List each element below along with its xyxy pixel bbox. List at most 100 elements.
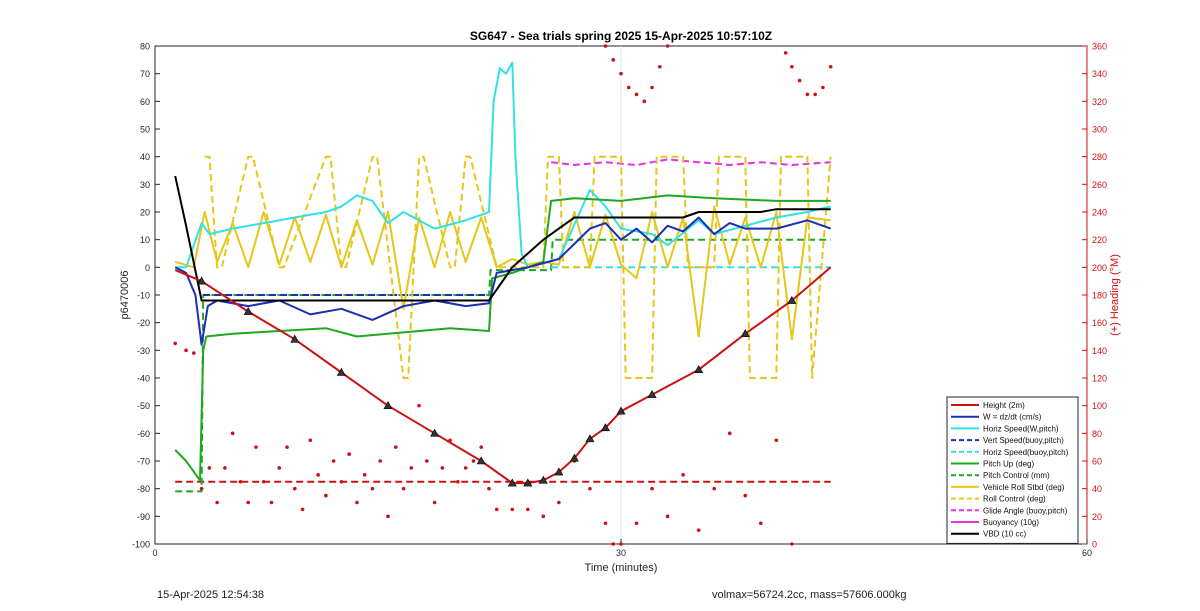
y-left-tick-label-17: 70 (140, 69, 150, 79)
height-marker-17 (694, 365, 704, 373)
series-heading-point-2 (192, 351, 196, 355)
series-heading-point-48 (603, 521, 608, 526)
x-tick-label-1: 30 (616, 548, 626, 558)
height-marker-5 (383, 401, 393, 409)
series-heading-point-23 (355, 500, 359, 505)
series-heading-point-55 (696, 528, 701, 532)
series-heading-point-34 (440, 466, 445, 470)
y-right-tick-label-13: 260 (1092, 180, 1107, 190)
series-heading-point-56 (712, 486, 716, 491)
y-right-tick-label-1: 20 (1092, 512, 1102, 522)
series-heading-point-15 (293, 486, 297, 491)
series-heading-point-20 (331, 459, 336, 463)
y-left-tick-label-11: 10 (140, 235, 150, 245)
y-left-tick-label-10: 0 (145, 263, 150, 273)
series-roll-line (174, 205, 831, 341)
series-heading-point-35 (448, 438, 452, 443)
series-heading_late-point-10 (790, 64, 794, 69)
series-pitch_up-line (174, 194, 831, 482)
y-left-tick-label-7: -30 (137, 346, 150, 356)
y-right-tick-label-18: 360 (1092, 42, 1107, 52)
height-marker-18 (740, 329, 750, 338)
y-left-tick-label-15: 50 (140, 125, 150, 135)
legend-label-2: Horiz Speed(W,pitch) (983, 424, 1059, 433)
y-right-tick-label-12: 240 (1092, 208, 1107, 218)
y-right-tick-label-17: 340 (1092, 69, 1107, 79)
series-heading-point-9 (246, 500, 250, 505)
series-heading-point-16 (300, 507, 305, 512)
series-heading-point-57 (727, 431, 732, 436)
series-horiz_speed-line (175, 61, 831, 269)
y-axis-label-right: (+) Heading (°M) (1109, 254, 1121, 336)
series-heading-point-14 (285, 445, 289, 449)
height-marker-10 (538, 475, 548, 484)
series-roll_control-line (204, 155, 832, 379)
height-marker-19 (787, 295, 797, 304)
footer-info: volmax=56724.2cc, mass=57606.000kg (712, 589, 907, 601)
height-marker-6 (430, 428, 440, 437)
series-heading-point-19 (324, 493, 328, 498)
x-tick-label-2: 60 (1082, 548, 1092, 558)
series-heading-point-59 (759, 521, 763, 526)
series-heading-point-42 (510, 507, 515, 512)
series-pitch_control-line (175, 238, 831, 493)
legend-label-7: Vehicle Roll Stbd (deg) (983, 483, 1065, 492)
series-heading_late-point-8 (665, 44, 670, 48)
y-right-tick-label-3: 60 (1092, 457, 1102, 467)
series-heading-point-6 (223, 466, 227, 470)
y-right-tick-label-15: 300 (1092, 125, 1107, 135)
series-heading-point-36 (456, 479, 460, 484)
series-heading-point-21 (339, 479, 344, 484)
height-marker-3 (290, 334, 300, 343)
y-left-tick-label-1: -90 (137, 512, 150, 522)
series-heading-point-32 (425, 459, 429, 463)
y-left-tick-label-14: 40 (140, 152, 150, 162)
y-right-tick-label-16: 320 (1092, 97, 1107, 107)
y-right-tick-label-14: 280 (1092, 152, 1107, 162)
series-heading-point-58 (743, 493, 748, 498)
series-heading_late-point-6 (650, 85, 654, 90)
y-right-tick-label-8: 160 (1092, 318, 1107, 328)
series-heading-point-49 (611, 542, 616, 546)
series-heading_late-point-2 (619, 71, 623, 76)
height-marker-14 (600, 423, 610, 432)
y-right-tick-label-5: 100 (1092, 401, 1107, 411)
y-left-tick-label-13: 30 (140, 180, 150, 190)
series-heading_late-point-3 (626, 85, 631, 90)
legend-label-3: Vert Speed(buoy,pitch) (983, 436, 1064, 445)
series-heading-point-5 (215, 500, 219, 505)
series-heading_late-point-14 (821, 85, 825, 90)
series-heading-point-18 (316, 473, 320, 477)
series-heading-point-12 (269, 500, 274, 505)
x-axis-label: Time (minutes) (585, 562, 658, 574)
series-heading-point-52 (650, 486, 654, 491)
y-left-tick-label-4: -60 (137, 429, 150, 439)
y-right-tick-label-2: 40 (1092, 484, 1102, 494)
height-marker-9 (523, 478, 533, 487)
y-left-tick-label-9: -10 (137, 291, 150, 301)
y-left-tick-label-16: 60 (140, 97, 150, 107)
series-heading-point-53 (665, 514, 670, 519)
series-heading-point-47 (588, 486, 592, 491)
y-left-tick-label-18: 80 (140, 42, 150, 52)
chart-title: SG647 - Sea trials spring 2025 15-Apr-20… (470, 29, 772, 43)
series-heading-point-22 (347, 452, 351, 456)
series-heading-point-38 (471, 459, 476, 463)
legend-label-4: Horiz Speed(buoy,pitch) (983, 448, 1069, 457)
y-right-tick-label-4: 80 (1092, 429, 1102, 439)
series-heading-point-44 (541, 514, 546, 519)
series-heading_late-point-12 (805, 92, 810, 97)
series-heading-point-31 (417, 403, 421, 408)
series-vbd-line (174, 175, 831, 302)
height-marker-1 (197, 276, 207, 285)
height-marker-12 (569, 453, 579, 462)
legend-label-8: Roll Control (deg) (983, 495, 1046, 504)
y-left-tick-label-6: -40 (137, 374, 150, 384)
series-heading-point-60 (774, 438, 779, 443)
series-heading-point-61 (790, 542, 794, 546)
series-heading-point-13 (277, 466, 282, 470)
y-left-tick-label-3: -70 (137, 457, 150, 467)
series-heading-point-30 (409, 466, 414, 470)
legend-label-10: Buoyancy (10g) (983, 518, 1039, 527)
y-left-tick-label-12: 20 (140, 208, 150, 218)
